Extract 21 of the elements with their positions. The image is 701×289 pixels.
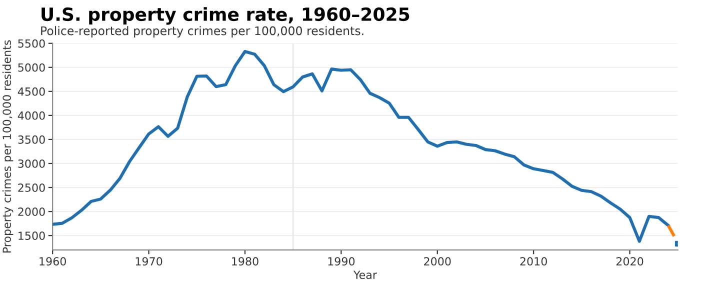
y-tick-label: 5000 <box>18 63 45 72</box>
x-tick-label: 1960 <box>40 257 66 266</box>
x-tick-label: 2010 <box>520 257 547 266</box>
chart-subtitle: Police-reported property crimes per 100,000 residents. <box>41 26 364 38</box>
y-tick-label: 5500 <box>18 39 45 48</box>
y-tick-label: 1500 <box>18 232 45 240</box>
line-series <box>52 50 670 243</box>
y-tick-label: 3000 <box>18 159 45 168</box>
y-tick-label: 4000 <box>18 111 45 120</box>
y-tick-label: 4500 <box>18 87 45 96</box>
y-tick-label: 2000 <box>18 208 45 216</box>
x-tick-label: 2020 <box>616 257 644 266</box>
y-tick-label: 2500 <box>18 183 45 192</box>
x-tick-label: 1990 <box>328 257 355 266</box>
x-tick-label: 2000 <box>424 257 451 266</box>
x-axis-title: Year <box>353 270 377 280</box>
x-tick-label: 1980 <box>232 257 258 266</box>
chart-title: U.S. property crime rate, 1960–2025 <box>42 7 410 25</box>
y-axis-title: Property crimes per 100,000 residents <box>2 40 14 253</box>
x-tick-label: 1970 <box>136 257 162 266</box>
y-tick-label: 3500 <box>18 135 45 144</box>
